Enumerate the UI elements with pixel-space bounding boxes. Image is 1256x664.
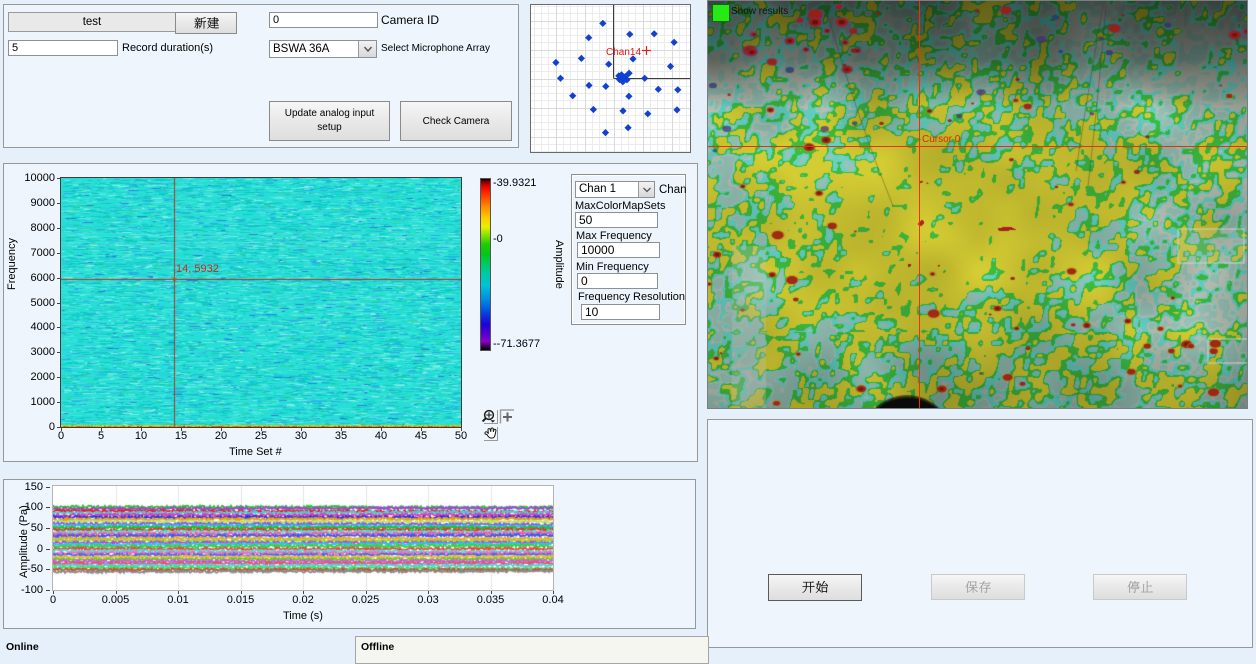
svg-text:Chan14: Chan14 <box>606 47 641 58</box>
